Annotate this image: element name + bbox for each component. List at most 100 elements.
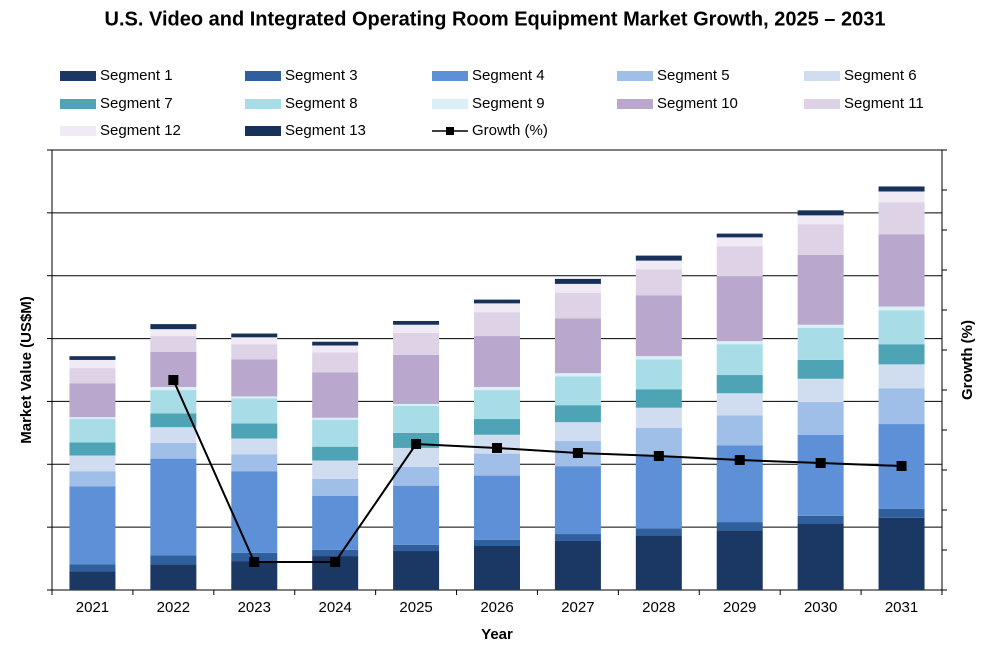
bar-segment bbox=[474, 419, 520, 435]
bar-segment bbox=[797, 215, 844, 225]
bar-segment bbox=[474, 386, 520, 391]
bar-segment bbox=[797, 402, 844, 435]
bar-segment bbox=[231, 454, 278, 472]
bar-segment bbox=[635, 295, 682, 357]
x-tick-label: 2028 bbox=[642, 599, 675, 616]
bar-segment bbox=[635, 255, 682, 261]
x-tick-label: 2029 bbox=[723, 599, 756, 616]
bar-segment bbox=[716, 375, 763, 394]
bar-segment bbox=[554, 534, 601, 541]
bar-segment bbox=[474, 312, 520, 337]
bar-segment bbox=[231, 396, 278, 399]
bar-segment bbox=[716, 233, 763, 238]
bar-segment bbox=[231, 438, 278, 455]
bar-segment bbox=[150, 329, 197, 337]
bar-segment bbox=[312, 460, 359, 479]
x-tick-label: 2021 bbox=[76, 599, 109, 616]
bar-segment bbox=[635, 356, 682, 360]
bar-segment bbox=[716, 341, 763, 345]
bar-segment bbox=[878, 364, 925, 389]
bar-segment bbox=[716, 530, 763, 590]
legend-label: Segment 4 bbox=[472, 67, 545, 84]
bar-segment bbox=[69, 486, 116, 565]
bar-segment bbox=[797, 210, 844, 216]
legend-swatch bbox=[617, 71, 653, 81]
bar-segment bbox=[635, 359, 682, 390]
bar-segment bbox=[312, 341, 359, 346]
bar-segment bbox=[231, 398, 278, 424]
bar-segment bbox=[312, 549, 359, 557]
growth-marker bbox=[168, 375, 179, 385]
legend-marker bbox=[446, 127, 454, 135]
bar-segment bbox=[69, 455, 116, 472]
bar-segment bbox=[474, 475, 520, 540]
x-tick-label: 2023 bbox=[238, 599, 271, 616]
legend-swatch bbox=[617, 99, 653, 109]
bar-segment bbox=[716, 344, 763, 376]
bar-segment bbox=[69, 471, 116, 487]
growth-marker bbox=[815, 458, 826, 468]
bar-segment bbox=[635, 535, 682, 590]
bar-segment bbox=[69, 571, 116, 590]
legend-label: Segment 10 bbox=[657, 95, 738, 112]
bar-segment bbox=[878, 344, 925, 365]
bar-segment bbox=[797, 515, 844, 524]
bar-segment bbox=[474, 299, 520, 304]
legend-swatch bbox=[804, 71, 840, 81]
bar-segment bbox=[635, 260, 682, 270]
legend-label: Segment 9 bbox=[472, 95, 545, 112]
bar-segment bbox=[150, 442, 197, 459]
legend-swatch bbox=[245, 126, 281, 136]
bar-segment bbox=[716, 522, 763, 531]
bar-segment bbox=[393, 544, 440, 552]
x-tick-label: 2030 bbox=[804, 599, 837, 616]
bar-segment bbox=[878, 191, 925, 203]
bar-segment bbox=[312, 417, 359, 420]
bar-segment bbox=[474, 546, 520, 590]
bar-segment bbox=[878, 310, 925, 345]
bar-segment bbox=[554, 376, 601, 406]
bar-segment bbox=[231, 333, 278, 338]
bar-segment bbox=[312, 419, 359, 447]
legend-label: Segment 7 bbox=[100, 95, 173, 112]
bar-segment bbox=[474, 453, 520, 476]
bar-segment bbox=[554, 278, 601, 284]
bar-segment bbox=[150, 324, 197, 330]
bar-segment bbox=[635, 269, 682, 296]
bar-segment bbox=[150, 336, 197, 352]
legend-label: Segment 11 bbox=[844, 95, 924, 112]
bar-segment bbox=[393, 332, 440, 355]
bar-segment bbox=[716, 393, 763, 416]
bar-segment bbox=[69, 417, 116, 420]
bar-segment bbox=[797, 524, 844, 590]
bar-segment bbox=[393, 551, 440, 590]
growth-marker bbox=[492, 443, 502, 453]
growth-marker bbox=[249, 557, 260, 567]
bar-segment bbox=[474, 539, 520, 546]
bar-segment bbox=[716, 246, 763, 277]
bar-segment bbox=[474, 336, 520, 387]
bar-segment bbox=[393, 447, 440, 467]
bar-segment bbox=[878, 186, 925, 192]
bar-segment bbox=[150, 390, 197, 414]
bar-segment bbox=[393, 324, 440, 333]
bar-segment bbox=[797, 359, 844, 379]
bar-segment bbox=[312, 352, 359, 373]
growth-marker bbox=[734, 455, 745, 465]
bar-segment bbox=[312, 372, 359, 418]
bar-segment bbox=[635, 456, 682, 529]
bar-segment bbox=[69, 442, 116, 456]
bar-segment bbox=[554, 422, 601, 442]
legend-swatch bbox=[60, 71, 96, 81]
bar-segment bbox=[150, 564, 197, 590]
bar-segment bbox=[150, 386, 197, 391]
bar-segment bbox=[635, 528, 682, 536]
legend-swatch bbox=[432, 71, 468, 81]
growth-marker bbox=[653, 451, 664, 461]
chart-title: U.S. Video and Integrated Operating Room… bbox=[105, 8, 886, 30]
bar-segment bbox=[231, 471, 278, 553]
legend-label: Segment 8 bbox=[285, 95, 358, 112]
bar-segment bbox=[312, 446, 359, 461]
bar-segment bbox=[554, 318, 601, 374]
